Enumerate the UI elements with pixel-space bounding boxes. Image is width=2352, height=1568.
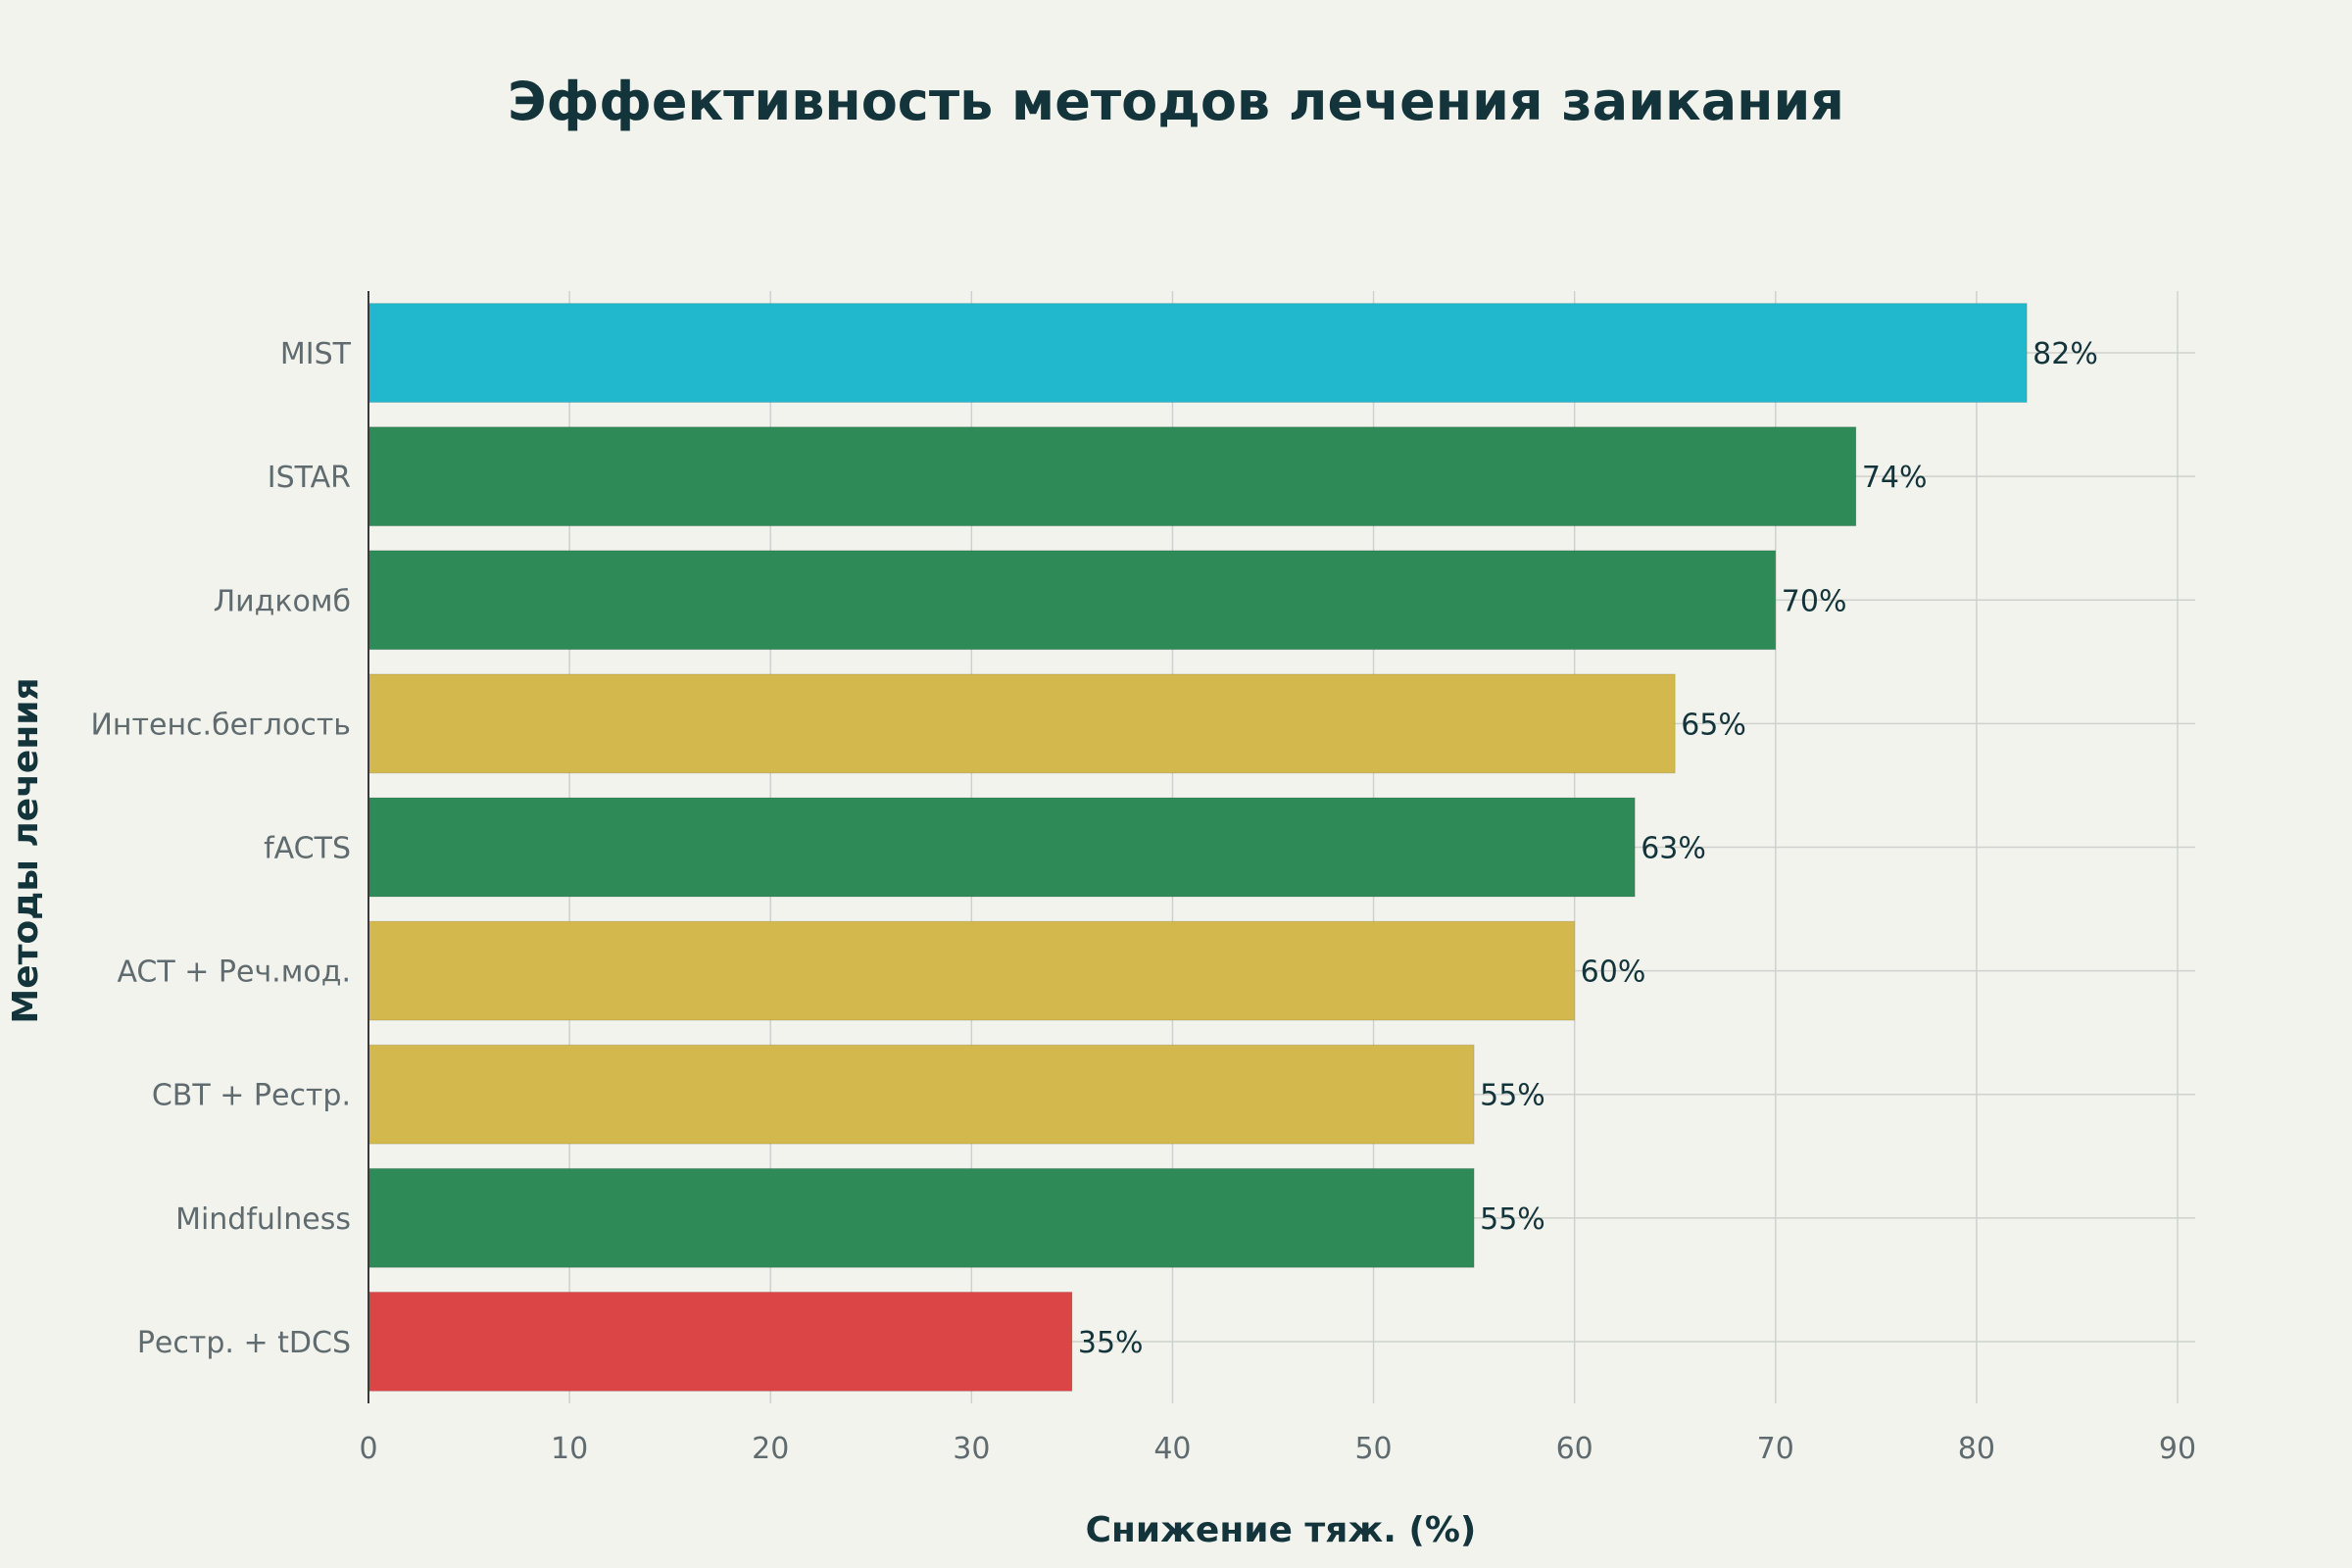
y-tick-label: ACT + Реч.мод. — [117, 956, 351, 990]
bar-value-label: 70% — [1782, 584, 1847, 618]
bar — [368, 673, 1676, 774]
bar — [368, 426, 1857, 527]
x-tick-label: 0 — [359, 1432, 377, 1466]
bar — [368, 303, 2028, 403]
axes: 0 10 20 30 40 50 60 70 80 90 MIST ISTAR Лидкомб Интен… — [90, 291, 2196, 1466]
y-tick-label: Mindfulness — [175, 1202, 351, 1237]
bar-value-label: 65% — [1681, 708, 1746, 742]
bar-value-label: 82% — [2033, 337, 2098, 371]
x-axis-title: Снижение тяж. (%) — [1086, 1510, 1477, 1550]
bar-value-label: 63% — [1641, 832, 1706, 866]
bar — [368, 550, 1777, 651]
y-tick-label: Рестр. + tDCS — [137, 1326, 351, 1360]
x-tick-label: 30 — [953, 1432, 990, 1466]
bar-value-label: 60% — [1581, 956, 1646, 990]
chart-title: Эффективность методов лечения заикания — [508, 71, 1844, 132]
bar — [368, 797, 1636, 898]
x-tick-label: 70 — [1757, 1432, 1794, 1466]
bar-value-label: 74% — [1862, 461, 1928, 495]
y-tick-label: fACTS — [264, 832, 351, 866]
x-tick-label: 20 — [752, 1432, 789, 1466]
bar-value-label: 35% — [1078, 1326, 1144, 1360]
bar — [368, 1044, 1475, 1145]
x-tick-label: 10 — [551, 1432, 588, 1466]
bars: 82% 74% 70% 65% 63% 60% 55% 55% 35% — [368, 303, 2098, 1392]
y-tick-label: Интенс.беглость — [90, 708, 351, 742]
y-tick-label: CBT + Рестр. — [152, 1079, 351, 1113]
bar-value-label: 55% — [1480, 1079, 1545, 1113]
x-tick-label: 80 — [1958, 1432, 1995, 1466]
y-tick-label: ISTAR — [268, 461, 351, 495]
y-tick-label: MIST — [280, 337, 352, 371]
bar — [368, 1167, 1475, 1268]
x-tick-label: 90 — [2159, 1432, 2196, 1466]
x-tick-label: 40 — [1153, 1432, 1191, 1466]
bar — [368, 920, 1576, 1021]
x-tick-label: 50 — [1354, 1432, 1392, 1466]
x-tick-label: 60 — [1556, 1432, 1593, 1466]
y-tick-label: Лидкомб — [214, 584, 351, 618]
bar — [368, 1292, 1073, 1392]
y-axis-title: Методы лечения — [6, 677, 46, 1023]
bar-value-label: 55% — [1480, 1202, 1545, 1237]
